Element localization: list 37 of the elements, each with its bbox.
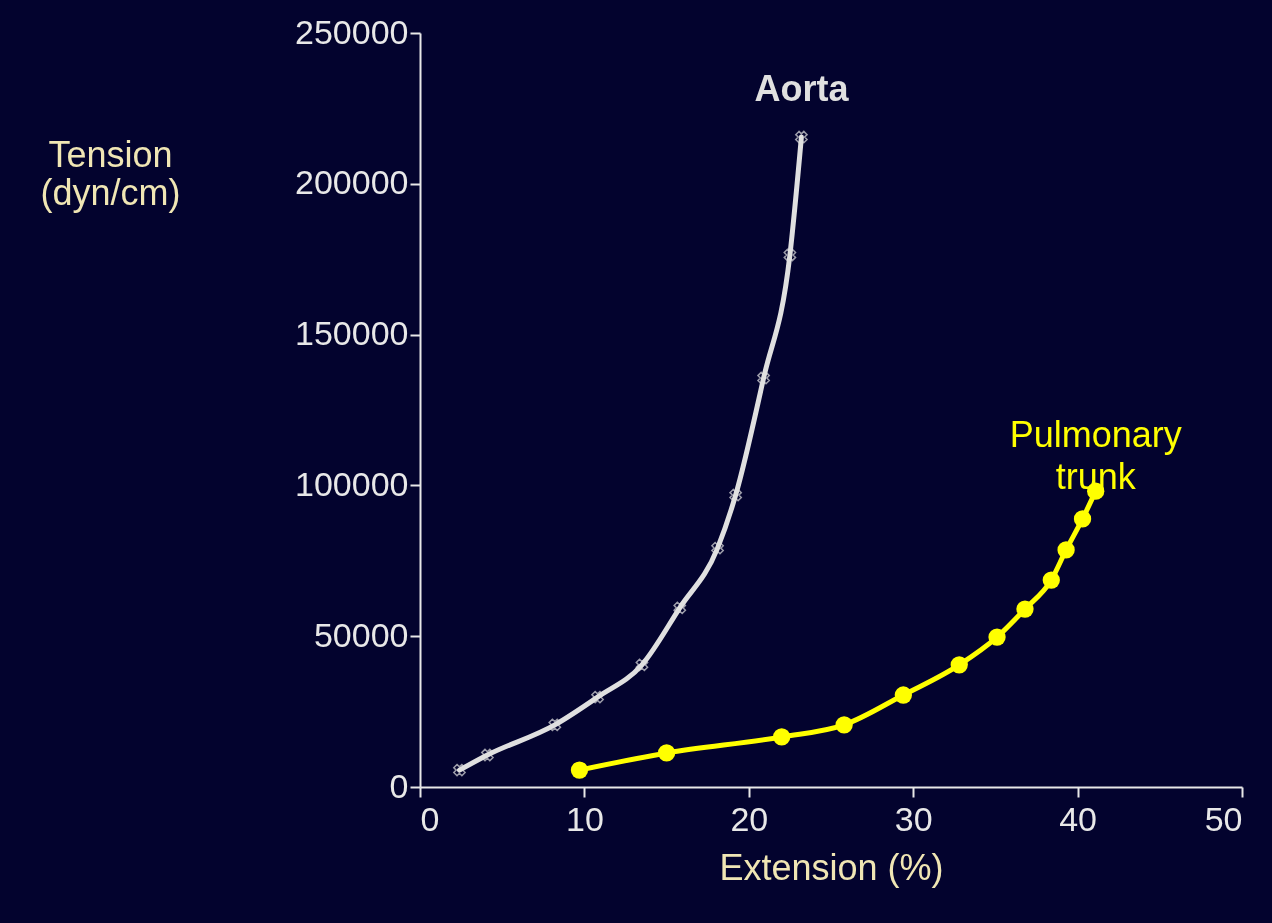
y-tick-label: 100000: [295, 464, 409, 503]
point: [1042, 571, 1060, 589]
point: [795, 130, 808, 144]
point: [950, 656, 968, 674]
point: [453, 763, 466, 777]
point: [988, 628, 1006, 646]
point: [835, 716, 853, 734]
point: [657, 744, 676, 762]
point: [1073, 510, 1092, 528]
point: [570, 761, 589, 779]
point: [757, 371, 770, 385]
y-tick-label: 50000: [313, 615, 409, 654]
x-tick-label: 20: [730, 799, 769, 838]
x-tick-label: 50: [1204, 799, 1243, 838]
y-tick-label: 250000: [295, 12, 409, 51]
x-tick-label: 40: [1059, 799, 1098, 838]
point: [783, 248, 797, 262]
point: [481, 748, 494, 762]
y-tick-label: 150000: [295, 314, 409, 353]
point: [1016, 600, 1034, 618]
x-tick-label: 10: [565, 799, 604, 838]
point: [894, 686, 912, 704]
point: [635, 658, 649, 672]
point: [711, 541, 724, 555]
point: [729, 488, 743, 502]
series-label: Aorta: [754, 68, 850, 110]
point: [548, 718, 562, 732]
point: [1057, 541, 1075, 559]
y-axis-title: Tension (dyn/cm): [40, 133, 181, 213]
point: [773, 728, 791, 746]
point: [673, 601, 687, 615]
x-tick-label: 30: [894, 799, 933, 838]
point: [591, 690, 604, 704]
x-axis-title: Extension (%): [719, 846, 944, 888]
y-tick-label: 0: [389, 766, 409, 805]
x-tick-label: 0: [420, 799, 440, 838]
y-tick-label: 200000: [295, 163, 409, 202]
